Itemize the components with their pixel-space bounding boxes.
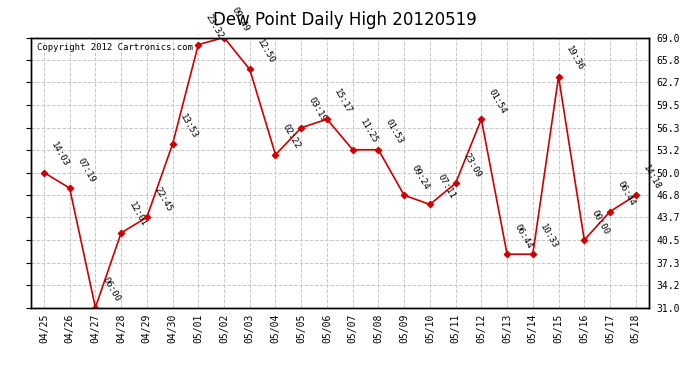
Text: 14:03: 14:03 <box>50 141 70 168</box>
Text: 11:25: 11:25 <box>358 118 380 146</box>
Text: 23:09: 23:09 <box>461 151 482 179</box>
Text: 01:53: 01:53 <box>384 118 405 146</box>
Point <box>527 251 538 257</box>
Text: 03:19: 03:19 <box>307 96 328 124</box>
Text: 06:44: 06:44 <box>513 222 534 250</box>
Point <box>450 180 461 186</box>
Point <box>167 141 178 147</box>
Point <box>64 185 75 191</box>
Text: 06:00: 06:00 <box>101 276 122 303</box>
Text: 06:44: 06:44 <box>615 180 637 207</box>
Point <box>553 74 564 80</box>
Point <box>141 214 152 220</box>
Point <box>476 116 487 122</box>
Text: 07:19: 07:19 <box>75 156 97 184</box>
Text: 10:33: 10:33 <box>538 222 560 250</box>
Point <box>373 147 384 153</box>
Text: 01:54: 01:54 <box>487 87 508 115</box>
Point <box>219 34 230 40</box>
Text: 14:18: 14:18 <box>641 163 662 191</box>
Point <box>322 116 333 122</box>
Text: 02:22: 02:22 <box>281 123 302 151</box>
Point <box>116 230 127 236</box>
Point <box>193 42 204 48</box>
Point <box>347 147 358 153</box>
Text: 13:53: 13:53 <box>178 112 199 140</box>
Point <box>39 170 50 176</box>
Text: Dew Point Daily High 20120519: Dew Point Daily High 20120519 <box>213 11 477 29</box>
Text: 09:49: 09:49 <box>230 6 251 33</box>
Point <box>579 237 590 243</box>
Point <box>90 304 101 310</box>
Text: 23:32: 23:32 <box>204 13 225 40</box>
Point <box>630 192 641 198</box>
Text: 09:24: 09:24 <box>410 163 431 191</box>
Text: 22:45: 22:45 <box>152 185 174 213</box>
Text: 07:11: 07:11 <box>435 172 457 200</box>
Point <box>270 152 281 158</box>
Text: 12:50: 12:50 <box>255 38 277 65</box>
Text: 00:00: 00:00 <box>590 208 611 236</box>
Point <box>399 192 410 198</box>
Text: Copyright 2012 Cartronics.com: Copyright 2012 Cartronics.com <box>37 43 193 52</box>
Text: 19:36: 19:36 <box>564 45 585 72</box>
Text: 15:17: 15:17 <box>333 87 354 115</box>
Point <box>502 251 513 257</box>
Point <box>604 209 615 214</box>
Text: 12:01: 12:01 <box>127 201 148 229</box>
Point <box>296 125 307 131</box>
Point <box>424 201 435 207</box>
Point <box>244 66 255 72</box>
